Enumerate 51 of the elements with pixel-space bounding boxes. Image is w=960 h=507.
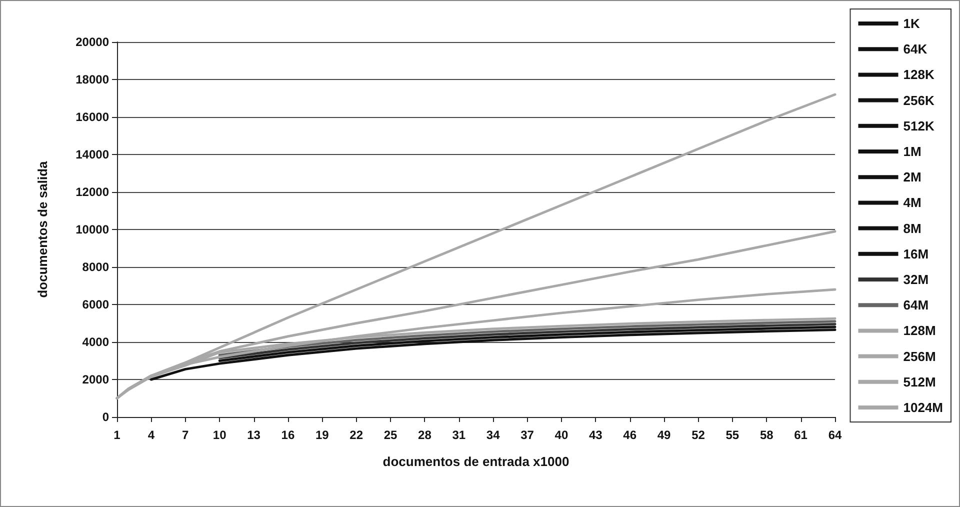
y-tick-label: 14000 (76, 148, 110, 162)
y-tick-label: 8000 (82, 260, 110, 274)
x-tick-label: 7 (182, 428, 190, 442)
x-tick-label: 49 (657, 428, 672, 442)
legend-label: 512M (903, 374, 936, 390)
x-tick-label: 19 (315, 428, 330, 442)
legend-label: 2M (903, 170, 922, 185)
y-axis-title: documentos de salida (35, 160, 50, 298)
y-tick-label: 18000 (76, 72, 110, 86)
y-tick-label: 0 (102, 410, 110, 424)
legend-label: 1024M (903, 400, 943, 415)
legend-label: 64M (903, 298, 929, 313)
y-tick-label: 2000 (82, 372, 110, 386)
x-tick-label: 16 (281, 428, 295, 442)
legend-label: 256M (903, 348, 936, 364)
legend-label: 16M (903, 246, 929, 262)
y-tick-label: 20000 (76, 35, 110, 49)
y-tick-label: 12000 (76, 185, 110, 199)
x-tick-label: 43 (588, 428, 603, 442)
legend-label: 1M (903, 144, 922, 159)
legend-label: 4M (903, 195, 922, 210)
x-tick-label: 58 (760, 428, 774, 442)
x-tick-label: 4 (148, 428, 155, 442)
legend-label: 256K (903, 92, 935, 108)
x-tick-label: 28 (418, 428, 432, 442)
legend-label: 512K (903, 118, 935, 134)
x-tick-label: 13 (247, 428, 261, 442)
x-axis-title: documentos de entrada x1000 (382, 454, 570, 469)
legend-label: 8M (903, 220, 922, 236)
x-tick-label: 22 (350, 428, 364, 442)
y-tick-label: 4000 (82, 335, 110, 349)
y-tick-label: 6000 (82, 298, 110, 312)
x-tick-label: 10 (212, 428, 227, 442)
y-tick-label: 10000 (76, 222, 110, 236)
legend-label: 1K (903, 16, 920, 31)
x-tick-label: 61 (794, 428, 808, 442)
x-tick-label: 1 (114, 428, 121, 442)
x-tick-label: 46 (623, 428, 637, 442)
x-tick-label: 40 (554, 428, 568, 442)
x-tick-label: 34 (486, 428, 500, 442)
y-tick-label: 16000 (76, 110, 110, 124)
legend-label: 128M (903, 323, 936, 338)
x-tick-label: 52 (692, 428, 706, 442)
x-tick-label: 64 (828, 428, 842, 442)
x-tick-label: 37 (520, 428, 534, 442)
legend-label: 128K (903, 67, 935, 82)
legend-label: 32M (903, 272, 929, 287)
legend-label: 64K (903, 42, 928, 57)
x-tick-label: 25 (384, 428, 398, 442)
x-tick-label: 55 (726, 428, 740, 442)
x-tick-label: 31 (452, 428, 466, 442)
